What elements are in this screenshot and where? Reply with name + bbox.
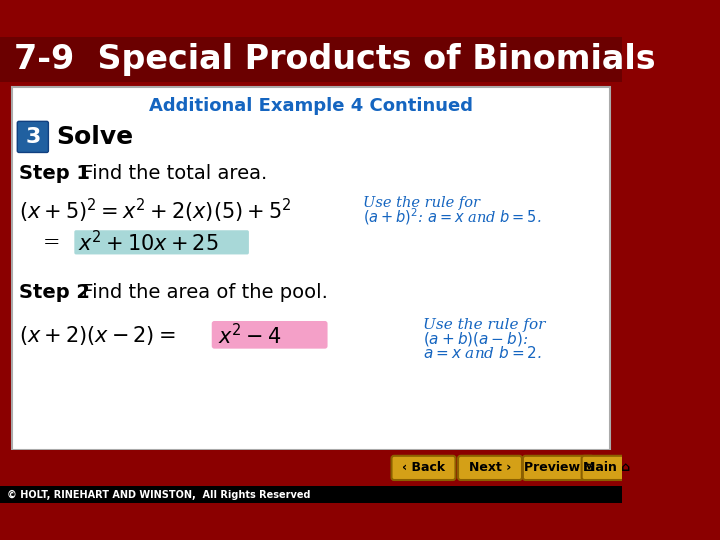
Bar — [0, 486, 622, 503]
Text: $x^2 + 10x + 25$: $x^2 + 10x + 25$ — [78, 230, 218, 255]
Text: Use the rule for: Use the rule for — [423, 318, 546, 332]
Text: Find the total area.: Find the total area. — [76, 164, 267, 183]
FancyBboxPatch shape — [392, 456, 456, 480]
Text: Main ⌂: Main ⌂ — [583, 461, 630, 475]
Text: $(x + 2)(x - 2) = $: $(x + 2)(x - 2) = $ — [19, 324, 176, 347]
FancyBboxPatch shape — [582, 456, 631, 480]
Bar — [0, 450, 622, 486]
Text: © HOLT, RINEHART AND WINSTON,  All Rights Reserved: © HOLT, RINEHART AND WINSTON, All Rights… — [7, 490, 310, 500]
Text: $(a + b)(a - b)$:: $(a + b)(a - b)$: — [423, 330, 529, 348]
Text: $(x + 5)^2 = x^2 + 2(x)(5) + 5^2$: $(x + 5)^2 = x^2 + 2(x)(5) + 5^2$ — [19, 197, 292, 225]
Text: $a = x$ and $b = 2$.: $a = x$ and $b = 2$. — [423, 345, 543, 361]
Text: Step 2: Step 2 — [19, 283, 90, 302]
Bar — [12, 87, 610, 450]
FancyBboxPatch shape — [212, 321, 328, 349]
Text: $(a + b)^2$: $a = x$ and $b = 5$.: $(a + b)^2$: $a = x$ and $b = 5$. — [363, 206, 541, 227]
FancyBboxPatch shape — [17, 122, 48, 152]
Text: Next ›: Next › — [469, 461, 511, 475]
Text: Step 1: Step 1 — [19, 164, 90, 183]
Text: ‹ Back: ‹ Back — [402, 461, 445, 475]
Text: $x^2 - 4$: $x^2 - 4$ — [217, 323, 282, 348]
Text: Find the area of the pool.: Find the area of the pool. — [76, 283, 328, 302]
Text: Preview ⌂: Preview ⌂ — [523, 461, 593, 475]
FancyBboxPatch shape — [523, 456, 594, 480]
Text: =: = — [43, 233, 60, 252]
Text: Additional Example 4 Continued: Additional Example 4 Continued — [149, 97, 473, 115]
Text: Solve: Solve — [56, 125, 133, 149]
FancyBboxPatch shape — [458, 456, 522, 480]
Text: 7-9  Special Products of Binomials: 7-9 Special Products of Binomials — [14, 43, 655, 76]
FancyBboxPatch shape — [74, 230, 249, 254]
Text: 3: 3 — [25, 127, 40, 147]
Text: Use the rule for: Use the rule for — [363, 195, 480, 210]
Bar — [0, 37, 622, 82]
